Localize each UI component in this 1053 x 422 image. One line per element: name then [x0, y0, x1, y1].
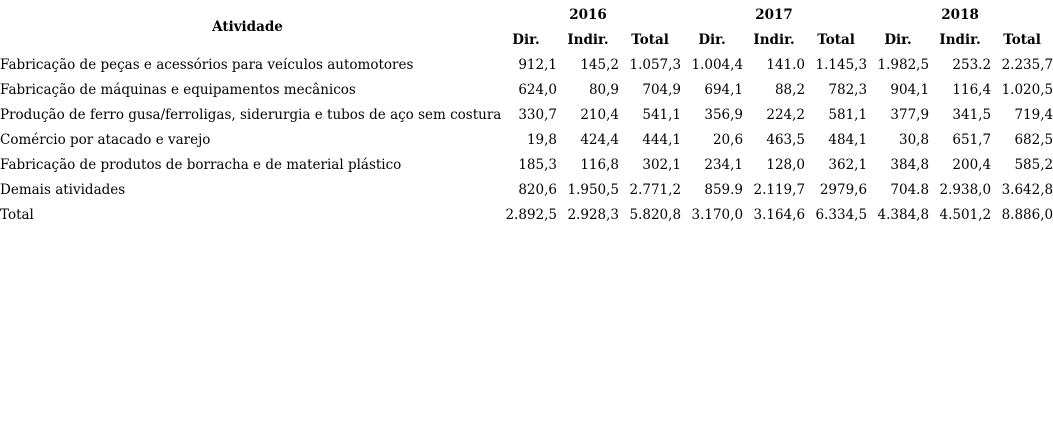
value-cell: 145,2: [580, 56, 619, 73]
year-header-2016: 2016: [569, 6, 607, 23]
table-row: Comércio por atacado e varejo 19,8 424,4 44…: [0, 127, 1053, 152]
value-cell: 4.501,2: [939, 206, 992, 223]
value-cell: 210,4: [580, 106, 619, 123]
value-cell: 2.771,2: [629, 181, 682, 198]
value-cell: 2.119,7: [753, 181, 806, 198]
value-cell: 3.170,0: [691, 206, 744, 223]
value-cell: 30,8: [899, 131, 930, 148]
value-cell: 3.642,8: [1001, 181, 1053, 198]
value-cell: 2979,6: [819, 181, 868, 198]
value-cell: 1.950,5: [567, 181, 619, 198]
value-cell: 1.020,5: [1001, 81, 1053, 98]
table-row: Demais atividades 820,6 1.950,5 2.771,2 859.…: [0, 177, 1053, 202]
value-cell: 820,6: [518, 181, 557, 198]
value-cell: 444,1: [642, 131, 682, 148]
table-body: Fabricação de peças e acessórios para ve…: [0, 52, 1053, 227]
activity-cell: Fabricação de peças e acessórios para ve…: [0, 56, 414, 73]
year-header-2018: 2018: [941, 6, 979, 23]
activity-cell: Comércio por atacado e varejo: [0, 131, 211, 148]
col-header-2016-total: Total: [631, 31, 669, 48]
value-cell: 234,1: [704, 156, 744, 173]
value-cell: 3.164,6: [753, 206, 806, 223]
value-cell: 541,1: [642, 106, 682, 123]
col-header-2018-dir: Dir.: [884, 31, 912, 48]
value-cell: 704,9: [642, 81, 682, 98]
value-cell: 20,6: [712, 131, 744, 148]
value-cell: 2.235,7: [1001, 56, 1053, 73]
table-header: Atividade 2016 2017 2018 Dir. Indir. Tot…: [0, 2, 1053, 52]
value-cell: 859.9: [704, 181, 744, 198]
value-cell: 116,8: [580, 156, 619, 173]
col-header-2016-dir: Dir.: [512, 31, 540, 48]
value-cell: 362,1: [828, 156, 868, 173]
value-cell: 2.938,0: [939, 181, 992, 198]
table-row: Fabricação de peças e acessórios para ve…: [0, 52, 1053, 77]
value-cell: 384,8: [890, 156, 930, 173]
value-cell: 424,4: [580, 131, 619, 148]
value-cell: 116,4: [952, 81, 992, 98]
value-cell: 88,2: [774, 81, 806, 98]
value-cell: 302,1: [642, 156, 682, 173]
activity-cell: Fabricação de produtos de borracha e de …: [0, 156, 402, 173]
value-cell: 200,4: [952, 156, 992, 173]
value-cell: 2.928,3: [567, 206, 619, 223]
activity-cell: Produção de ferro gusa/ferroligas, sider…: [0, 106, 502, 123]
col-header-2018-total: Total: [1003, 31, 1041, 48]
value-cell: 2.892,5: [505, 206, 557, 223]
value-cell: 704.8: [890, 181, 930, 198]
value-cell: 912,1: [518, 56, 557, 73]
value-cell: 782,3: [828, 81, 868, 98]
value-cell: 463,5: [766, 131, 806, 148]
value-cell: 128,0: [766, 156, 806, 173]
value-cell: 1.145,3: [815, 56, 868, 73]
value-cell: 4.384,8: [877, 206, 930, 223]
value-cell: 581,1: [828, 106, 868, 123]
subheader-row: Dir. Indir. Total Dir. Indir. Total Dir.…: [0, 27, 1053, 52]
value-cell: 141.0: [766, 56, 806, 73]
table-row: Fabricação de produtos de borracha e de …: [0, 152, 1053, 177]
value-cell: 484,1: [828, 131, 868, 148]
activity-cell: Demais atividades: [0, 181, 126, 198]
col-header-2016-indir: Indir.: [567, 31, 609, 48]
activity-table: Atividade 2016 2017 2018 Dir. Indir. Tot…: [0, 2, 1053, 227]
activity-cell: Fabricação de máquinas e equipamentos me…: [0, 81, 356, 98]
value-cell: 1.004,4: [691, 56, 744, 73]
value-cell: 904,1: [890, 81, 930, 98]
value-cell: 185,3: [518, 156, 557, 173]
value-cell: 651,7: [952, 131, 992, 148]
value-cell: 719,4: [1014, 106, 1053, 123]
value-cell: 19,8: [526, 131, 557, 148]
value-cell: 341,5: [952, 106, 992, 123]
value-cell: 682,5: [1014, 131, 1053, 148]
value-cell: 224,2: [766, 106, 806, 123]
year-header-row: Atividade 2016 2017 2018: [0, 2, 1053, 36]
value-cell: 8.886,0: [1001, 206, 1053, 223]
year-header-2017: 2017: [755, 6, 793, 23]
value-cell: 377,9: [890, 106, 930, 123]
value-cell: 1.982,5: [877, 56, 930, 73]
value-cell: 253.2: [952, 56, 992, 73]
col-header-2017-dir: Dir.: [698, 31, 726, 48]
value-cell: 1.057,3: [629, 56, 682, 73]
value-cell: 585,2: [1014, 156, 1053, 173]
col-header-2018-indir: Indir.: [939, 31, 981, 48]
value-cell: 5.820,8: [629, 206, 682, 223]
col-header-2017-indir: Indir.: [753, 31, 795, 48]
value-cell: 624,0: [518, 81, 557, 98]
table-row: Produção de ferro gusa/ferroligas, sider…: [0, 102, 1053, 127]
col-header-2017-total: Total: [817, 31, 855, 48]
table-row: Total 2.892,5 2.928,3 5.820,8 3.170,0 3.164,6…: [0, 202, 1053, 227]
value-cell: 6.334,5: [815, 206, 868, 223]
value-cell: 330,7: [518, 106, 557, 123]
value-cell: 356,9: [704, 106, 744, 123]
value-cell: 694,1: [704, 81, 744, 98]
value-cell: 80,9: [588, 81, 619, 98]
activity-column-header: Atividade: [212, 19, 283, 35]
activity-cell: Total: [0, 206, 34, 223]
table-row: Fabricação de máquinas e equipamentos me…: [0, 77, 1053, 102]
